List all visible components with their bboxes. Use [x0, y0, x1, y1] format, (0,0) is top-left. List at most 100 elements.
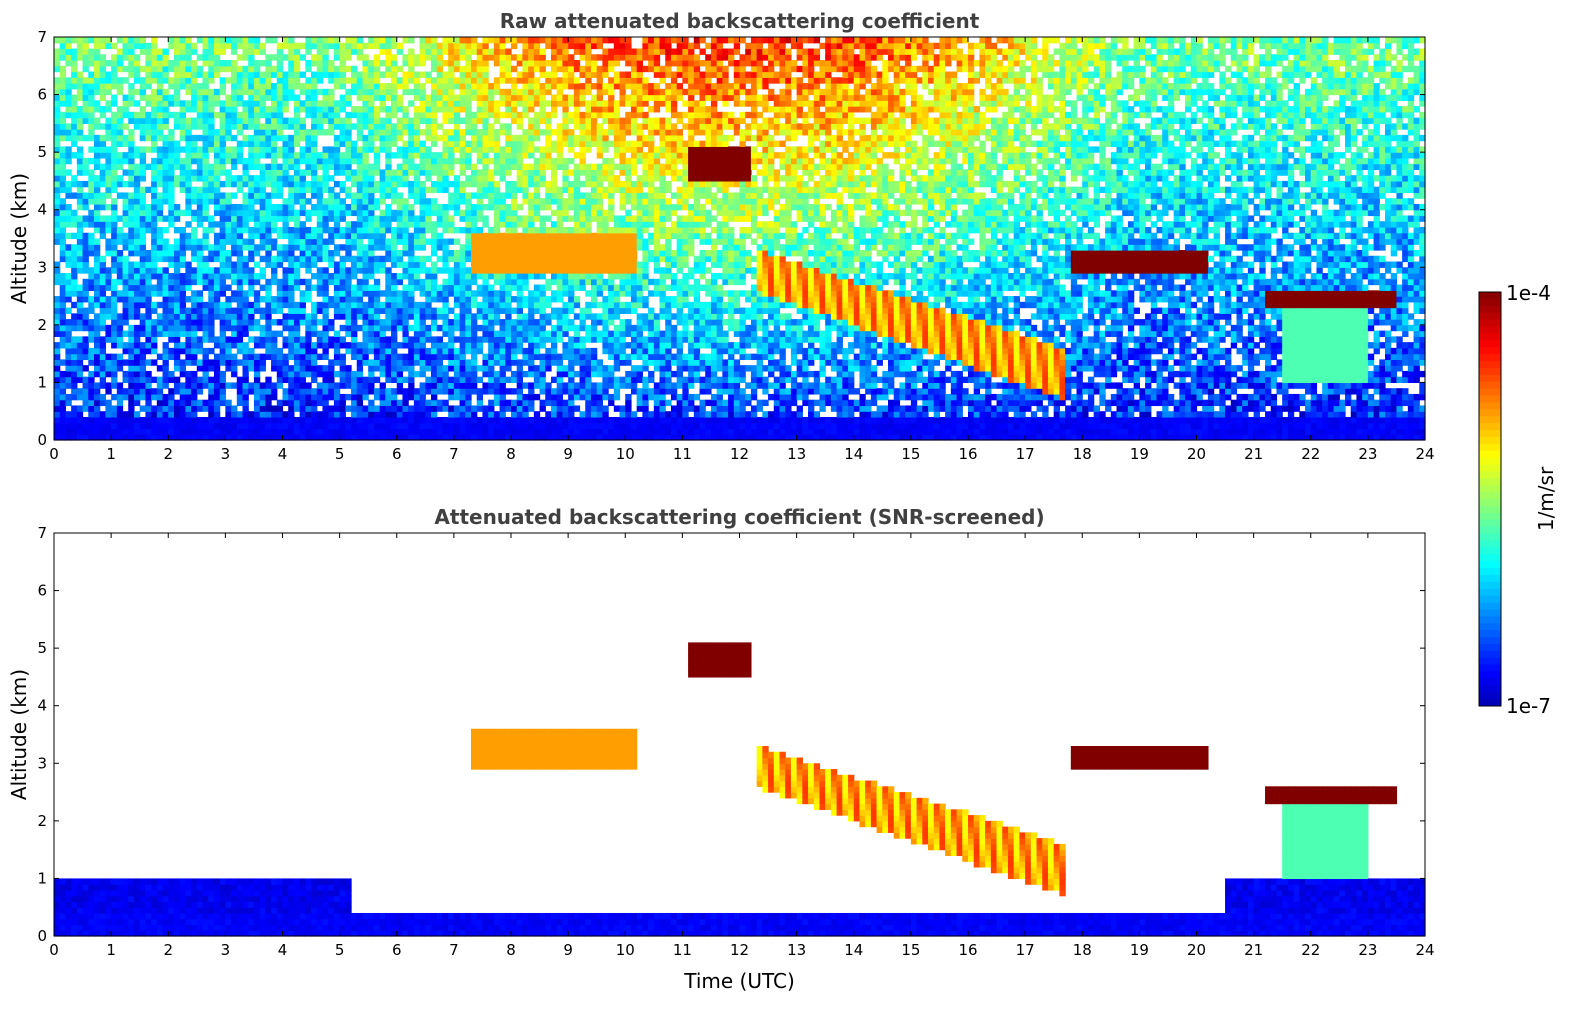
heatmap-cell — [276, 175, 284, 182]
heatmap-cell — [253, 290, 261, 297]
heatmap-cell — [339, 186, 346, 194]
heatmap-cell — [482, 48, 489, 55]
heatmap-cell — [493, 42, 501, 50]
heatmap-cell — [236, 382, 244, 389]
heatmap-cell — [271, 255, 278, 263]
heatmap-cell — [133, 422, 141, 430]
heatmap-cell — [116, 37, 124, 44]
heatmap-cell — [76, 77, 84, 84]
heatmap-cell — [93, 382, 101, 389]
heatmap-cell — [351, 198, 358, 205]
heatmap-cell — [379, 215, 386, 222]
heatmap-cell — [213, 416, 221, 424]
heatmap-cell — [145, 359, 152, 366]
heatmap-cell — [288, 255, 295, 263]
heatmap-cell — [368, 336, 375, 343]
heatmap-cell — [499, 192, 506, 199]
heatmap-cell — [499, 434, 506, 441]
heatmap-cell — [368, 359, 375, 366]
heatmap-cell — [453, 261, 461, 268]
heatmap-cell — [356, 365, 364, 372]
heatmap-cell — [368, 405, 375, 412]
heatmap-cell — [379, 399, 386, 407]
heatmap-cell — [288, 301, 295, 309]
heatmap-cell — [65, 209, 72, 217]
heatmap-cell — [533, 203, 541, 211]
heatmap-cell — [311, 157, 318, 165]
heatmap-cell — [436, 209, 444, 217]
heatmap-cell — [145, 226, 152, 234]
heatmap-cell — [459, 255, 466, 263]
heatmap-cell — [293, 209, 301, 217]
heatmap-cell — [151, 209, 158, 217]
heatmap-cell — [385, 186, 392, 194]
heatmap-cell — [202, 88, 209, 96]
heatmap-cell — [431, 54, 438, 61]
heatmap-cell — [425, 157, 432, 165]
heatmap-cell — [471, 203, 478, 211]
heatmap-cell — [282, 157, 289, 165]
heatmap-cell — [299, 290, 306, 297]
heatmap-cell — [133, 88, 141, 96]
heatmap-cell — [448, 342, 455, 349]
heatmap-cell — [373, 307, 381, 314]
heatmap-cell — [76, 226, 84, 234]
heatmap-cell — [391, 94, 398, 101]
heatmap-cell — [316, 370, 324, 378]
heatmap-cell — [82, 388, 89, 395]
heatmap-cell — [368, 215, 375, 222]
heatmap-cell — [351, 307, 358, 314]
heatmap-cell — [219, 88, 226, 96]
heatmap-cell — [311, 422, 318, 430]
heatmap-cell — [471, 405, 478, 412]
heatmap-cell — [151, 117, 158, 124]
heatmap-cell — [93, 152, 101, 159]
heatmap-cell — [293, 175, 301, 182]
heatmap-cell — [442, 405, 449, 412]
heatmap-cell — [219, 221, 226, 228]
heatmap-cell — [453, 353, 461, 360]
heatmap-cell — [59, 232, 67, 240]
heatmap-cell — [185, 152, 192, 159]
heatmap-cell — [202, 428, 209, 435]
heatmap-cell — [402, 163, 409, 171]
heatmap-cell — [288, 347, 295, 355]
heatmap-cell — [82, 284, 89, 291]
heatmap-cell — [476, 273, 484, 280]
heatmap-cell — [322, 54, 329, 61]
heatmap-cell — [71, 416, 78, 424]
heatmap-cell — [93, 198, 101, 205]
heatmap-cell — [139, 330, 146, 337]
heatmap-cell — [231, 342, 238, 349]
heatmap-cell — [465, 198, 472, 205]
heatmap-cell — [396, 106, 404, 113]
heatmap-cell — [436, 296, 444, 303]
panel-raw: Raw attenuated backscattering coefficien… — [7, 9, 1435, 463]
heatmap-cell — [271, 100, 278, 107]
heatmap-cell — [133, 273, 141, 280]
heatmap-cell — [419, 416, 426, 424]
heatmap-cell — [385, 411, 392, 418]
heatmap-cell — [328, 405, 335, 412]
heatmap-cell — [362, 319, 369, 326]
heatmap-cell — [493, 376, 501, 384]
heatmap-cell — [413, 324, 421, 332]
heatmap-cell — [511, 347, 518, 355]
heatmap-cell — [231, 37, 238, 44]
heatmap-cell — [339, 157, 346, 165]
heatmap-cell — [436, 94, 444, 101]
heatmap-cell — [253, 250, 261, 257]
heatmap-cell — [242, 117, 249, 124]
heatmap-cell — [356, 42, 364, 50]
heatmap-cell — [425, 77, 432, 84]
heatmap-cell — [339, 169, 346, 176]
heatmap-cell — [151, 342, 158, 349]
heatmap-cell — [179, 54, 186, 61]
heatmap-cell — [162, 169, 169, 176]
heatmap-cell — [499, 77, 506, 84]
heatmap-cell — [213, 175, 221, 182]
heatmap-cell — [528, 100, 535, 107]
heatmap-cell — [351, 232, 358, 240]
heatmap-cell — [162, 255, 169, 263]
heatmap-cell — [128, 422, 135, 430]
